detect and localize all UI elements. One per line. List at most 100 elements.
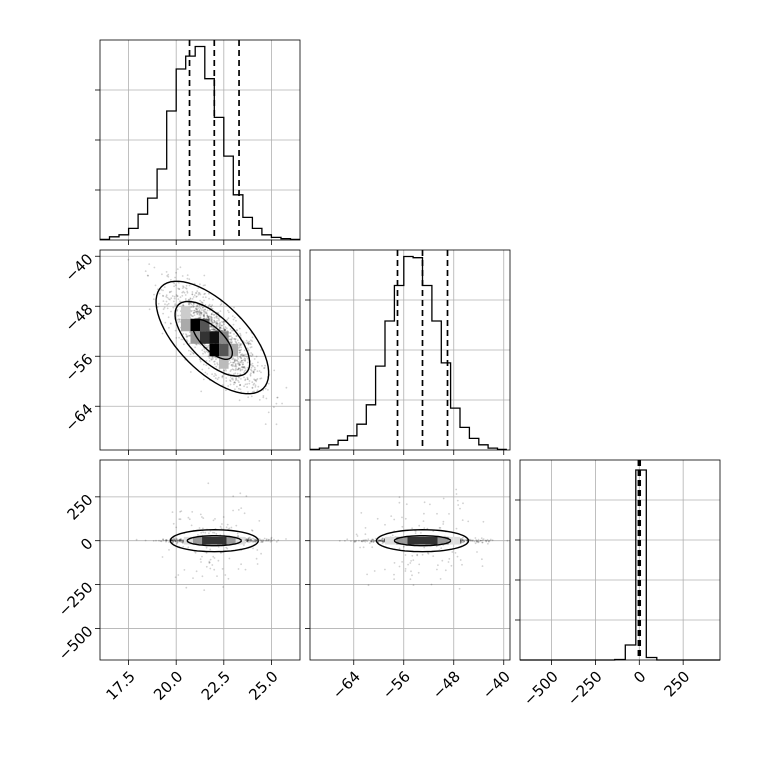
- joint-p1-p2-point: [239, 384, 242, 386]
- joint-p1-p3-point: [211, 564, 214, 566]
- joint-p1-p2-point: [190, 314, 193, 317]
- joint-p1-p3-point: [249, 538, 252, 541]
- joint-p1-p2-point: [189, 302, 192, 304]
- joint-p1-p2-point: [203, 299, 205, 302]
- joint-p1-p3-point: [176, 541, 179, 543]
- joint-p1-p2-point: [233, 361, 236, 364]
- joint-p1-p2-point: [204, 351, 207, 354]
- joint-p1-p2-point: [218, 327, 221, 330]
- joint-p1-p2-point: [183, 291, 186, 294]
- joint-p1-p3-point: [267, 539, 270, 542]
- joint-p1-p3-point: [175, 539, 178, 541]
- joint-p1-p2-point: [185, 339, 188, 341]
- joint-p2-p3-point: [423, 546, 426, 549]
- joint-p1-p2-point: [167, 316, 170, 319]
- y-tick-label-p3: −250: [55, 578, 97, 620]
- joint-p1-p2-point: [196, 310, 199, 313]
- joint-p1-p2-point: [202, 363, 205, 366]
- joint-p1-p2-point: [221, 384, 224, 386]
- joint-p1-p2-point: [167, 273, 170, 276]
- joint-p1-p2-point: [281, 402, 283, 405]
- joint-p1-p2-point: [170, 322, 172, 325]
- joint-p1-p2-point: [198, 358, 201, 360]
- joint-p1-p2-point: [241, 354, 244, 357]
- joint-p2-p3-point: [481, 539, 484, 541]
- joint-p1-p2-point: [223, 329, 226, 332]
- joint-p1-p2-point: [249, 343, 252, 346]
- joint-p1-p2-point: [211, 304, 214, 307]
- joint-p1-p2-point: [256, 370, 259, 373]
- joint-p2-p3-point: [404, 554, 407, 556]
- joint-p2-p3-point: [362, 546, 365, 549]
- joint-p1-p3-point: [247, 538, 250, 541]
- joint-p1-p2-point: [197, 310, 200, 313]
- joint-p1-p2-point: [229, 361, 232, 364]
- joint-p1-p2-point: [237, 367, 240, 370]
- joint-p1-p2-point: [243, 376, 245, 379]
- joint-p1-p3-point: [187, 516, 190, 519]
- joint-p2-p3-point: [436, 568, 438, 571]
- joint-p1-p2-point: [232, 362, 235, 364]
- joint-p2-p3-point: [464, 538, 466, 541]
- joint-p2-p3-point: [421, 553, 424, 556]
- joint-p1-p2-point: [238, 351, 241, 354]
- joint-p1-p2-point: [177, 318, 180, 320]
- joint-p2-p3-point: [447, 561, 450, 563]
- joint-p1-p2-point: [256, 389, 259, 392]
- joint-p1-p2-point: [245, 353, 247, 356]
- joint-p2-p3-point: [384, 568, 386, 571]
- joint-p1-p3-point: [165, 539, 168, 542]
- joint-p1-p3-point: [192, 577, 194, 579]
- joint-p2-p3-point: [405, 503, 408, 506]
- joint-p1-p2-point: [247, 378, 249, 381]
- joint-p1-p2-point: [191, 309, 193, 312]
- joint-p1-p2-point: [233, 359, 236, 362]
- joint-p1-p2-point: [185, 284, 188, 287]
- joint-p2-p3-point: [368, 542, 371, 544]
- joint-p1-p3-point: [170, 539, 173, 542]
- joint-p1-p2-point: [212, 328, 215, 331]
- joint-p1-p2-point: [223, 320, 225, 323]
- joint-p2-p3-point: [470, 539, 473, 542]
- joint-p1-p2-point: [221, 320, 223, 323]
- joint-p1-p2-point: [251, 336, 254, 339]
- joint-p1-p2-point: [245, 342, 248, 345]
- joint-p1-p2-point: [250, 395, 253, 398]
- joint-p1-p2-point: [188, 342, 191, 345]
- joint-p2-p3-point: [373, 540, 376, 543]
- joint-p1-p2-point: [188, 278, 191, 281]
- joint-p2-p3-point: [365, 539, 367, 541]
- joint-p1-p2-point: [162, 289, 164, 292]
- joint-p1-p2-point: [218, 318, 220, 321]
- joint-p1-p2-point: [182, 285, 184, 287]
- joint-p1-p2-point: [246, 341, 249, 344]
- joint-p1-p2-point: [275, 423, 278, 426]
- joint-p1-p2-point: [174, 303, 177, 306]
- joint-p1-p3-point: [252, 540, 255, 543]
- joint-p1-p3-point: [246, 540, 249, 543]
- joint-p2-p3-point: [456, 499, 459, 502]
- joint-p1-p3-point: [251, 540, 254, 543]
- joint-p1-p2-point: [235, 329, 238, 331]
- joint-p1-p2-point: [244, 383, 247, 386]
- joint-p2-p3-point: [461, 539, 464, 542]
- joint-p1-p3-point: [249, 536, 251, 539]
- joint-p1-p2-point: [184, 298, 187, 300]
- density-cell-6: [219, 343, 229, 357]
- joint-p1-p2-point: [174, 329, 177, 332]
- joint-p1-p2-point: [178, 336, 181, 339]
- joint-p1-p3-point: [198, 527, 201, 529]
- joint-p1-p2-point: [213, 314, 216, 316]
- joint-p1-p2-point: [214, 328, 216, 331]
- joint-p1-p2-point: [195, 310, 198, 313]
- joint-p1-p3-point: [202, 531, 205, 534]
- joint-p1-p2-point: [244, 359, 247, 362]
- joint-p2-p3-point: [381, 540, 383, 543]
- joint-p1-p2-point: [148, 263, 151, 265]
- joint-p1-p2-point: [235, 367, 237, 370]
- joint-p2-p3-point: [407, 563, 409, 566]
- joint-p1-p2-point: [165, 294, 168, 297]
- joint-p1-p2-point: [232, 318, 235, 321]
- joint-p1-p2-point: [199, 313, 202, 315]
- joint-p2-p3-point: [456, 555, 459, 558]
